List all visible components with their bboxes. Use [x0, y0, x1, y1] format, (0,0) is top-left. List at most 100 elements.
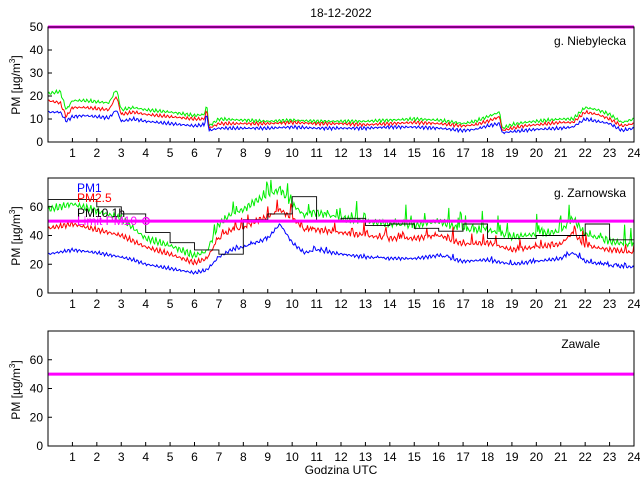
x-tick-label: 14 [383, 297, 397, 311]
x-tick-label: 15 [408, 146, 422, 160]
station-label: Zawale [561, 337, 600, 351]
legend: PM1 PM2.5 PM10 1h Limit PM10 [77, 181, 151, 228]
y-tick-label: 30 [30, 66, 44, 80]
y-tick-label: 20 [30, 89, 44, 103]
x-tick-label: 20 [530, 450, 544, 464]
series-pm25-line [47, 199, 635, 266]
x-axis-label: Godzina UTC [305, 463, 378, 477]
x-tick-label: 18 [481, 146, 495, 160]
x-tick-label: 15 [408, 297, 422, 311]
legend-pm10h: PM10 1h [77, 206, 125, 220]
panel-zarnowska: 1 2 3 4 5 6 7 8 9 10 11 12 13 14 15 16 17 18 19 20 21 22 23 240… [8, 177, 640, 311]
series-pm25-line [47, 95, 635, 131]
y-axis-label-main: PM [µg/m [9, 214, 23, 266]
x-tick-label: 24 [627, 297, 640, 311]
x-tick-label: 13 [359, 146, 373, 160]
x-tick-label: 23 [603, 297, 617, 311]
y-axis-label-sup: 3 [8, 363, 17, 368]
x-tick-label: 2 [93, 297, 100, 311]
y-axis-label: PM [µg/m3] [8, 360, 23, 419]
panel-zawale: 1 2 3 4 5 6 7 8 9 10 11 12 13 14 15 16 17 18 19 20 21 22 23 240… [8, 330, 640, 464]
chart-title: 18-12-2022 [310, 6, 372, 20]
y-axis-label-end: ] [9, 360, 23, 363]
x-tick-label: 12 [334, 450, 348, 464]
x-tick-label: 11 [310, 146, 323, 160]
panel-niebylecka: 1 2 3 4 5 6 7 8 9 10 11 12 13 14 15 16 17 18 19 20 21 22 23 240… [8, 20, 640, 160]
x-tick-label: 19 [505, 146, 519, 160]
x-tick-label: 7 [216, 450, 223, 464]
legend-limit: Limit PM10 [77, 214, 137, 228]
x-tick-label: 22 [578, 450, 592, 464]
legend-pm25: PM2.5 [77, 191, 112, 205]
x-tick-label: 7 [216, 297, 223, 311]
x-tick-label: 5 [167, 146, 174, 160]
x-tick-label: 3 [118, 297, 125, 311]
x-tick-label: 21 [554, 450, 568, 464]
x-tick-label: 8 [240, 450, 247, 464]
x-tick-label: 22 [578, 297, 592, 311]
x-tick-label: 21 [554, 146, 568, 160]
station-label: g. Zarnowska [554, 186, 626, 200]
x-tick-label: 24 [627, 146, 640, 160]
x-tick-label: 17 [456, 297, 470, 311]
series-pm10-line [47, 88, 635, 130]
x-tick-label: 18 [481, 450, 495, 464]
y-axis-label-sup: 3 [8, 58, 17, 63]
x-tick-label: 14 [383, 450, 397, 464]
x-tick-label: 16 [432, 450, 446, 464]
x-tick-label: 17 [456, 450, 470, 464]
y-axis-label-end: ] [9, 206, 23, 209]
series-pm1-line [47, 110, 635, 135]
x-tick-label: 3 [118, 146, 125, 160]
y-axis-label-end: ] [9, 55, 23, 58]
x-tick-label: 1 [69, 297, 76, 311]
x-tick-label: 19 [505, 450, 519, 464]
legend-pm1: PM1 [77, 181, 102, 195]
x-tick-label: 21 [554, 297, 568, 311]
x-tick-label: 14 [383, 146, 397, 160]
x-tick-label: 1 [69, 146, 76, 160]
x-tick-label: 5 [167, 450, 174, 464]
x-tick-label: 8 [240, 146, 247, 160]
x-tick-label: 10 [285, 146, 299, 160]
y-tick-label: 10 [30, 112, 44, 126]
x-tick-label: 4 [142, 297, 149, 311]
y-axis-label: PM [µg/m3] [8, 55, 23, 114]
x-tick-label: 12 [334, 297, 348, 311]
x-tick-label: 11 [310, 297, 323, 311]
x-tick-label: 6 [191, 146, 198, 160]
x-tick-label: 13 [359, 297, 373, 311]
x-tick-label: 16 [432, 297, 446, 311]
series-pm1-line [47, 223, 635, 275]
x-tick-label: 9 [264, 450, 271, 464]
x-tick-label: 4 [142, 450, 149, 464]
y-tick-label: 0 [36, 439, 43, 453]
y-tick-label: 50 [30, 20, 44, 34]
x-tick-label: 9 [264, 297, 271, 311]
y-axis-label-sup: 3 [8, 209, 17, 214]
x-tick-label: 13 [359, 450, 373, 464]
x-tick-label: 3 [118, 450, 125, 464]
panel-frame [47, 330, 635, 447]
x-tick-label: 19 [505, 297, 519, 311]
y-tick-label: 60 [30, 353, 44, 367]
x-tick-label: 23 [603, 450, 617, 464]
x-tick-label: 1 [69, 450, 76, 464]
x-tick-label: 6 [191, 450, 198, 464]
y-tick-label: 40 [30, 382, 44, 396]
x-tick-label: 22 [578, 146, 592, 160]
station-label: g. Niebylecka [554, 34, 626, 48]
x-tick-label: 18 [481, 297, 495, 311]
x-tick-label: 6 [191, 297, 198, 311]
x-tick-label: 7 [216, 146, 223, 160]
x-tick-label: 24 [627, 450, 640, 464]
x-tick-label: 23 [603, 146, 617, 160]
x-tick-label: 20 [530, 146, 544, 160]
x-tick-label: 8 [240, 297, 247, 311]
y-axis-label-main: PM [µg/m [9, 63, 23, 115]
legend-limit-marker [141, 216, 151, 226]
y-tick-label: 0 [36, 135, 43, 149]
y-tick-label: 40 [30, 229, 44, 243]
x-tick-label: 20 [530, 297, 544, 311]
